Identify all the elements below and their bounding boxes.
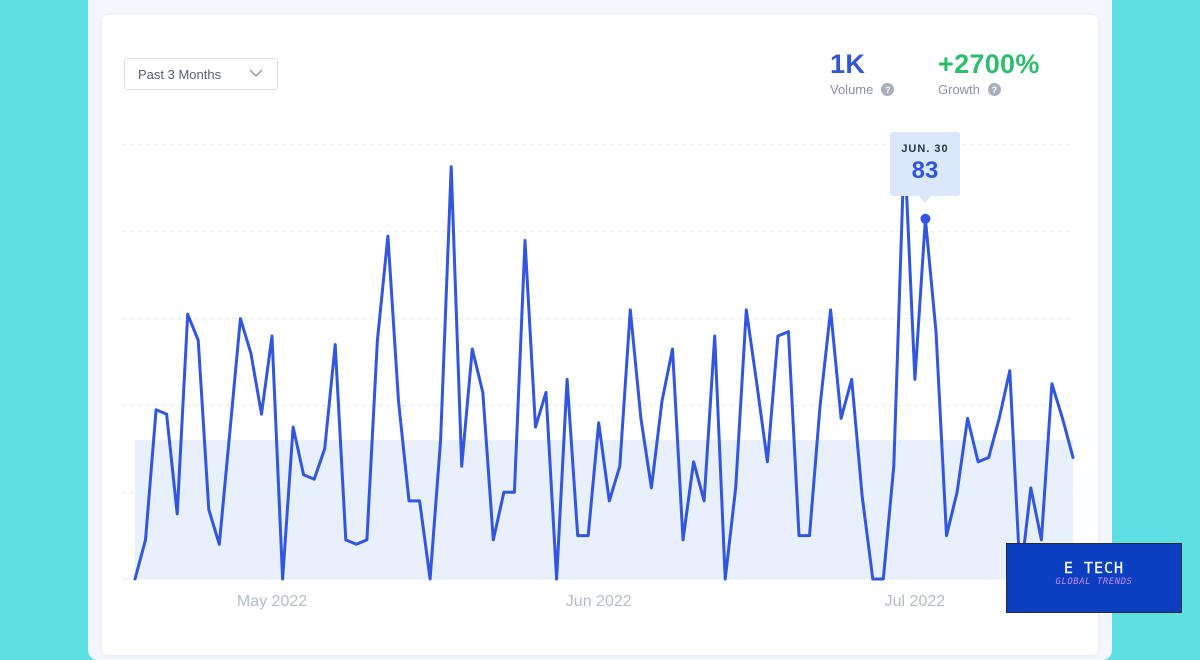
growth-stat: +2700% Growth ? <box>938 46 1040 97</box>
chart-tooltip: JUN. 30 83 <box>890 132 960 203</box>
x-tick-label: Jul 2022 <box>885 593 946 610</box>
etech-logo: E TECH GLOBAL TRENDS <box>1006 543 1182 613</box>
chart-series-line <box>133 143 1075 581</box>
growth-value: +2700% <box>938 49 1040 79</box>
tooltip-value: 83 <box>911 157 939 184</box>
volume-stat: 1K Volume ? <box>830 46 895 97</box>
chevron-down-icon <box>249 69 263 77</box>
logo-title: E TECH <box>1063 559 1125 577</box>
volume-help-icon[interactable]: ? <box>881 83 895 96</box>
tooltip-date: JUN. 30 <box>901 143 949 155</box>
volume-label: Volume <box>830 82 874 97</box>
logo-subtitle: GLOBAL TRENDS <box>1055 577 1133 587</box>
growth-help-icon[interactable]: ? <box>987 83 1001 96</box>
trend-line-chart: May 2022 Jun 2022 Jul 2022 <box>122 143 1075 610</box>
time-range-dropdown[interactable]: Past 3 Months <box>124 58 278 90</box>
volume-value: 1K <box>830 49 866 79</box>
chart-highlight-point <box>920 213 931 224</box>
time-range-label: Past 3 Months <box>138 66 222 82</box>
x-tick-label: Jun 2022 <box>566 593 632 610</box>
x-tick-label: May 2022 <box>237 593 307 610</box>
growth-label: Growth <box>938 82 980 97</box>
